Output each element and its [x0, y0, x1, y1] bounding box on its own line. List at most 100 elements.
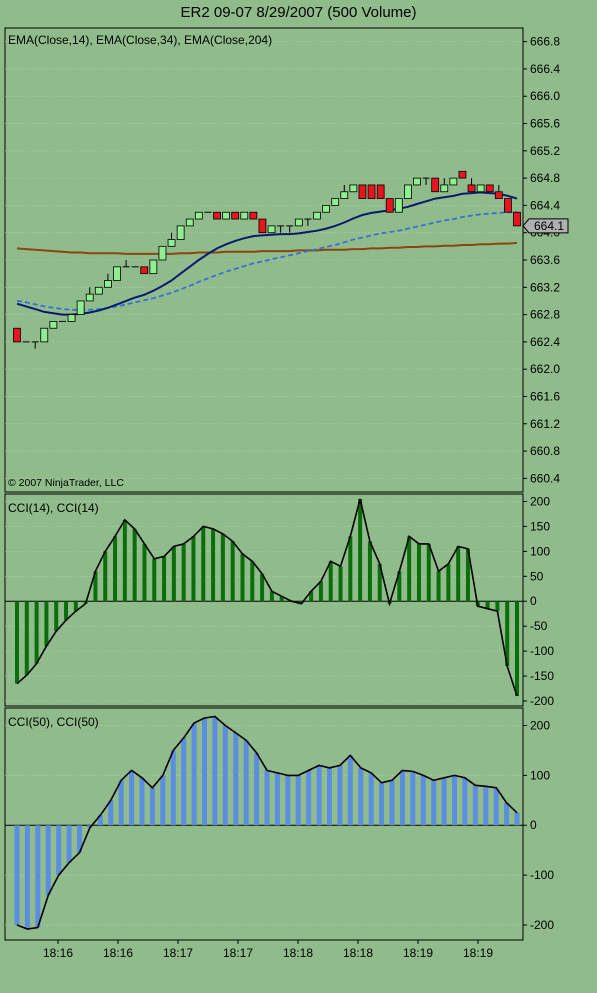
- y-tick-label: -200: [530, 694, 554, 708]
- candle-down: [467, 184, 476, 193]
- candle-down: [231, 211, 240, 220]
- cci-bar: [416, 543, 421, 602]
- candle-down: [504, 198, 512, 213]
- cci-bar: [367, 541, 372, 602]
- cci-bar: [54, 601, 59, 632]
- candle-up: [176, 225, 185, 240]
- copyright-text: © 2007 NinjaTrader, LLC: [8, 477, 124, 489]
- cci-bar: [162, 556, 167, 602]
- chart-title: ER2 09-07 8/29/2007 (500 Volume): [180, 4, 417, 21]
- cci-bar: [436, 571, 441, 602]
- candle-up: [476, 184, 485, 193]
- candle-up: [222, 211, 230, 220]
- cci-bar: [347, 755, 353, 826]
- cci-bar: [338, 566, 343, 602]
- candle-up: [349, 184, 358, 193]
- candle-up: [194, 211, 203, 220]
- cci-bar: [452, 775, 457, 826]
- candle-up: [185, 218, 194, 227]
- cci-bar: [113, 536, 118, 602]
- cci-bar: [306, 770, 312, 826]
- x-tick-label: 18:19: [463, 946, 493, 960]
- y-tick-label: -100: [530, 644, 554, 658]
- cci-bar: [170, 750, 176, 826]
- candle-up: [313, 211, 321, 220]
- candle-down: [494, 191, 503, 199]
- cci-bar: [191, 536, 196, 602]
- cci-bar: [472, 785, 478, 826]
- candle-down: [258, 218, 267, 234]
- y-tick-label: 200: [530, 718, 550, 732]
- candle-up: [85, 293, 94, 302]
- y-tick-label: 664.4: [530, 198, 560, 212]
- cci-line: [16, 715, 518, 930]
- y-tick-label: 100: [530, 544, 550, 558]
- cci-bar: [269, 591, 274, 602]
- cci-bar: [220, 533, 225, 602]
- cci-bar: [24, 601, 29, 676]
- x-tick-label: 18:18: [343, 946, 373, 960]
- cci-bar: [358, 767, 364, 826]
- ema34-line: [16, 211, 517, 311]
- cci-bar: [279, 596, 284, 602]
- cci-bar: [407, 536, 412, 602]
- candle-up: [149, 259, 158, 275]
- candle-up: [394, 198, 403, 213]
- y-tick-label: 663.6: [530, 253, 560, 267]
- y-tick-label: -100: [530, 868, 554, 882]
- cci-bar: [142, 543, 147, 602]
- x-tick-label: 18:18: [283, 946, 313, 960]
- y-tick-label: 663.2: [530, 280, 560, 294]
- cci-bar: [15, 601, 19, 684]
- cci-bar: [44, 601, 49, 647]
- candle-up: [340, 191, 349, 199]
- cci14-panel-title: CCI(14), CCI(14): [8, 501, 99, 515]
- x-tick-label: 18:16: [103, 946, 133, 960]
- cci-bar: [465, 548, 470, 602]
- y-tick-label: 100: [530, 768, 550, 782]
- x-tick-label: 18:17: [163, 946, 193, 960]
- candle-down: [213, 211, 221, 220]
- cci-bar: [493, 787, 499, 826]
- cci-bar: [377, 563, 382, 602]
- cci-bar: [240, 553, 245, 602]
- cci-bar: [211, 528, 216, 602]
- cci-bar: [456, 546, 461, 602]
- last-price-marker: [522, 218, 569, 234]
- cci-bar: [35, 825, 41, 928]
- y-tick-label: 0: [530, 594, 537, 608]
- cci-bar: [152, 558, 157, 602]
- cci50-panel-title: CCI(50), CCI(50): [8, 715, 99, 729]
- cci-bar: [264, 770, 270, 826]
- cci-bar: [399, 770, 405, 826]
- cci-bar: [505, 601, 510, 667]
- cci-bar: [485, 601, 490, 609]
- candle-down: [249, 211, 258, 220]
- cci-bar: [64, 601, 69, 621]
- cci-bar: [202, 717, 207, 826]
- cci50-panel: 200 100 0 -100 -200 CCI(50), CCI(50): [4, 707, 554, 941]
- x-axis: 18:16 18:16 18:17 18:17 18:18 18:18 18:19 18:19: [43, 940, 493, 960]
- candle-down: [13, 327, 21, 343]
- cci-bar: [318, 581, 323, 602]
- y-tick-label: 662.8: [530, 308, 560, 322]
- candle-up: [76, 300, 85, 315]
- cci-bar: [24, 825, 30, 930]
- cci-bar: [66, 825, 72, 863]
- candle-up: [267, 225, 276, 234]
- candle-down: [376, 184, 385, 199]
- cci-bar: [93, 571, 98, 602]
- cci-bar: [14, 825, 20, 926]
- cci-bar: [260, 573, 265, 602]
- last-price-label: 664.1: [534, 219, 564, 233]
- y-tick-label: -200: [530, 918, 554, 932]
- y-tick-label: 662.0: [530, 362, 560, 376]
- y-tick-label: 660.4: [530, 471, 560, 485]
- candle-up: [294, 218, 303, 227]
- cci-bar: [368, 772, 374, 826]
- cci-bar: [274, 772, 280, 826]
- y-tick-label: 665.2: [530, 144, 560, 158]
- cci-bar: [348, 536, 353, 602]
- x-tick-label: 18:17: [223, 946, 253, 960]
